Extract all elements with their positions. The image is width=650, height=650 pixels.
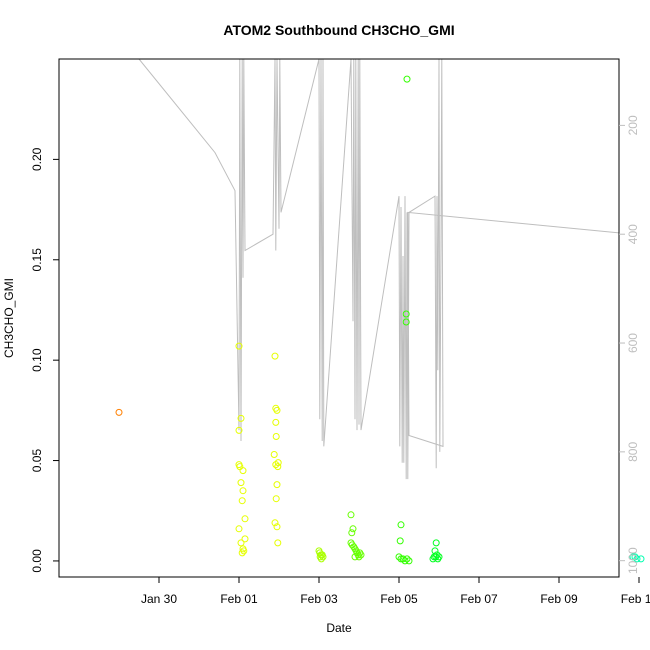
x-tick-label: Jan 30: [141, 592, 177, 606]
data-point: [317, 555, 325, 563]
data-point: [633, 555, 641, 563]
data-point: [273, 481, 281, 489]
y2-tick-label: 1000: [626, 547, 640, 574]
data-point: [349, 525, 357, 533]
data-point: [355, 553, 363, 561]
data-point: [395, 553, 403, 561]
data-point: [235, 342, 243, 350]
y-tick-label: 0.20: [30, 147, 44, 171]
altitude-track-layer: [138, 59, 619, 480]
data-point: [629, 553, 637, 561]
data-point: [405, 557, 413, 565]
data-point: [272, 418, 280, 426]
data-point: [402, 318, 410, 326]
y2-tick-label: 200: [626, 115, 640, 135]
data-point: [397, 521, 405, 529]
data-point: [399, 555, 407, 563]
data-point: [239, 487, 247, 495]
data-point: [237, 539, 245, 547]
data-points-layer: [115, 75, 645, 565]
y-tick-label: 0.10: [30, 348, 44, 372]
x-tick-label: Feb 07: [460, 592, 498, 606]
x-tick-label: Feb 11: [621, 592, 650, 606]
y2-tick-label: 400: [626, 224, 640, 244]
data-point: [401, 557, 409, 565]
data-point: [235, 426, 243, 434]
data-point: [348, 529, 356, 537]
x-tick-label: Feb 09: [540, 592, 578, 606]
y2-tick-label: 800: [626, 442, 640, 462]
plot-frame: [58, 58, 620, 578]
data-point: [351, 553, 359, 561]
data-point: [235, 525, 243, 533]
data-point: [347, 511, 355, 519]
data-point: [237, 479, 245, 487]
data-point: [357, 551, 365, 559]
x-axis-label: Date: [326, 621, 352, 635]
y-tick-label: 0.05: [30, 449, 44, 473]
chart-title: ATOM2 Southbound CH3CHO_GMI: [223, 22, 454, 38]
data-point: [240, 547, 248, 555]
y2-tick-label: 600: [626, 333, 640, 353]
data-point: [241, 535, 249, 543]
data-point: [273, 406, 281, 414]
data-point: [274, 463, 282, 471]
data-point: [403, 555, 411, 563]
secondary-y-axis: 200 400 600 800 1000: [619, 115, 640, 574]
data-point: [271, 352, 279, 360]
data-point: [319, 553, 327, 561]
data-point: [270, 451, 278, 458]
data-point: [272, 461, 280, 469]
data-point: [274, 539, 282, 547]
y-tick-label: 0.00: [30, 549, 44, 573]
x-tick-label: Feb 03: [300, 592, 338, 606]
data-point: [396, 537, 404, 545]
x-tick-label: Feb 01: [220, 592, 258, 606]
data-point: [272, 495, 280, 503]
data-point: [236, 463, 244, 471]
data-point: [403, 75, 411, 83]
y-axis: 0.00 0.05 0.10 0.15 0.20: [30, 147, 59, 573]
data-point: [237, 414, 245, 422]
data-point: [238, 549, 246, 557]
data-point: [238, 497, 246, 505]
data-point: [432, 539, 440, 547]
data-point: [402, 310, 410, 318]
data-point: [239, 467, 247, 475]
data-point: [429, 555, 437, 563]
altitude-line: [138, 59, 619, 480]
data-point: [273, 523, 281, 531]
data-point: [115, 408, 123, 416]
data-point: [435, 553, 443, 561]
x-axis: Jan 30 Feb 01 Feb 03 Feb 05 Feb 07 Feb 09 Feb …: [141, 577, 650, 606]
x-tick-label: Feb 05: [380, 592, 418, 606]
data-point: [271, 519, 279, 527]
data-point: [241, 515, 249, 523]
data-point: [272, 433, 280, 440]
y-axis-label: CH3CHO_GMI: [2, 278, 16, 358]
y-tick-label: 0.15: [30, 248, 44, 272]
data-point: [631, 553, 639, 561]
data-point: [637, 555, 645, 563]
